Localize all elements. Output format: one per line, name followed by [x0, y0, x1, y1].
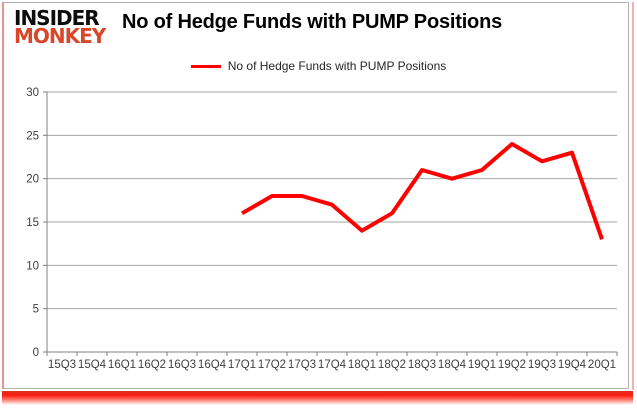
y-tick-label: 10	[26, 260, 39, 272]
legend-label: No of Hedge Funds with PUMP Positions	[227, 59, 447, 73]
right-red-accent	[632, 2, 634, 390]
x-tick-label: 16Q3	[168, 359, 196, 371]
x-tick-label: 18Q4	[438, 359, 467, 371]
x-tick-label: 18Q2	[378, 359, 406, 371]
data-series-line	[241, 142, 604, 240]
logo-insider-text: INSIDER	[14, 5, 100, 31]
x-tick-label: 20Q1	[588, 359, 616, 371]
x-tick-label: 17Q4	[318, 359, 347, 371]
x-tick-label: 19Q4	[558, 359, 587, 371]
y-tick-label: 0	[33, 347, 39, 359]
x-tick-label: 16Q1	[108, 359, 136, 371]
y-tick-label: 15	[26, 217, 39, 229]
y-tick-label: 30	[26, 87, 39, 99]
insider-monkey-logo: INSIDER MONKEY	[14, 5, 106, 48]
x-tick-label: 15Q3	[48, 359, 76, 371]
x-tick-label: 19Q2	[498, 359, 526, 371]
x-tick-label: 15Q4	[78, 359, 107, 371]
y-tick-label: 25	[26, 130, 39, 142]
chart-title: No of Hedge Funds with PUMP Positions	[122, 11, 503, 33]
x-tick-label: 18Q1	[348, 359, 376, 371]
x-tick-label: 16Q4	[198, 359, 227, 371]
x-tick-label: 19Q3	[528, 359, 556, 371]
x-tick-label: 17Q3	[288, 359, 316, 371]
x-tick-label: 18Q3	[408, 359, 436, 371]
x-tick-label: 17Q1	[228, 359, 256, 371]
x-tick-label: 19Q1	[468, 359, 496, 371]
legend-line-swatch	[190, 64, 221, 68]
chart-border-frame	[2, 2, 629, 389]
x-tick-label: 16Q2	[138, 359, 166, 371]
bottom-red-border	[2, 391, 633, 405]
legend: No of Hedge Funds with PUMP Positions	[0, 59, 637, 73]
x-tick-label: 17Q2	[258, 359, 286, 371]
y-tick-label: 5	[33, 304, 39, 316]
y-tick-label: 20	[26, 174, 39, 186]
logo-monkey-text: MONKEY	[14, 24, 106, 48]
